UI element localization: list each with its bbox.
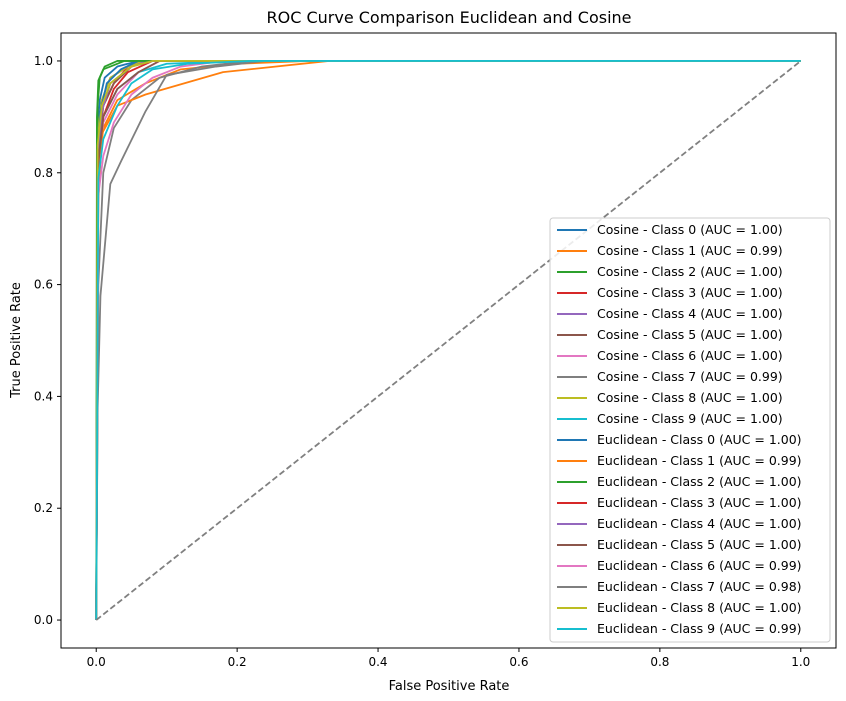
legend-entry-label: Cosine - Class 3 (AUC = 1.00) xyxy=(597,285,783,300)
legend-entry-label: Euclidean - Class 6 (AUC = 0.99) xyxy=(597,558,802,573)
roc-curve-series-17 xyxy=(95,60,801,621)
roc-curves xyxy=(95,60,801,621)
x-axis-ticks: 0.0 0.2 0.4 0.6 0.8 1.0 xyxy=(87,648,810,669)
y-tick-label: 0.4 xyxy=(34,389,53,403)
legend-entry-label: Euclidean - Class 9 (AUC = 0.99) xyxy=(597,621,802,636)
x-tick-label: 0.8 xyxy=(650,655,669,669)
legend-entry-label: Cosine - Class 8 (AUC = 1.00) xyxy=(597,390,783,405)
legend-entry-label: Euclidean - Class 4 (AUC = 1.00) xyxy=(597,516,802,531)
chance-diagonal-line xyxy=(95,60,802,621)
x-tick-label: 0.2 xyxy=(228,655,247,669)
y-tick-label: 0.8 xyxy=(34,166,53,180)
legend-entry-label: Euclidean - Class 0 (AUC = 1.00) xyxy=(597,432,802,447)
roc-curve-series-12 xyxy=(95,60,801,621)
x-tick-label: 0.0 xyxy=(87,655,106,669)
y-tick-label: 0.0 xyxy=(34,613,53,627)
y-axis-ticks: 0.0 0.2 0.4 0.6 0.8 1.0 xyxy=(34,54,61,627)
legend-entry-label: Cosine - Class 7 (AUC = 0.99) xyxy=(597,369,783,384)
legend-entry-label: Euclidean - Class 7 (AUC = 0.98) xyxy=(597,579,802,594)
chart-title: ROC Curve Comparison Euclidean and Cosin… xyxy=(266,8,631,27)
axes-frame xyxy=(60,32,837,649)
legend-entry-label: Cosine - Class 1 (AUC = 0.99) xyxy=(597,243,783,258)
x-tick-label: 0.6 xyxy=(509,655,528,669)
legend-entry-label: Cosine - Class 2 (AUC = 1.00) xyxy=(597,264,783,279)
roc-curve-series-19 xyxy=(95,60,801,621)
x-axis-label: False Positive Rate xyxy=(389,679,510,694)
legend-box xyxy=(549,217,831,643)
x-tick-label: 1.0 xyxy=(791,655,810,669)
legend-entry-label: Cosine - Class 9 (AUC = 1.00) xyxy=(597,411,783,426)
legend-entry-label: Cosine - Class 0 (AUC = 1.00) xyxy=(597,222,783,237)
x-tick-label: 0.4 xyxy=(368,655,387,669)
legend-entry-label: Euclidean - Class 3 (AUC = 1.00) xyxy=(597,495,802,510)
legend-entry-label: Cosine - Class 5 (AUC = 1.00) xyxy=(597,327,783,342)
y-tick-label: 0.2 xyxy=(34,501,53,515)
legend: Cosine - Class 0 (AUC = 1.00) Cosine - Cl… xyxy=(549,217,831,643)
legend-entry-label: Cosine - Class 6 (AUC = 1.00) xyxy=(597,348,783,363)
y-tick-label: 0.6 xyxy=(34,278,53,292)
y-tick-label: 1.0 xyxy=(34,54,53,68)
legend-entry-label: Euclidean - Class 5 (AUC = 1.00) xyxy=(597,537,802,552)
roc-curve-series-18 xyxy=(95,60,801,621)
legend-entry-label: Euclidean - Class 1 (AUC = 0.99) xyxy=(597,453,802,468)
legend-entry-label: Euclidean - Class 8 (AUC = 1.00) xyxy=(597,600,802,615)
y-axis-label: True Positive Rate xyxy=(9,282,24,399)
legend-entry-label: Euclidean - Class 2 (AUC = 1.00) xyxy=(597,474,802,489)
legend-entry-label: Cosine - Class 4 (AUC = 1.00) xyxy=(597,306,783,321)
